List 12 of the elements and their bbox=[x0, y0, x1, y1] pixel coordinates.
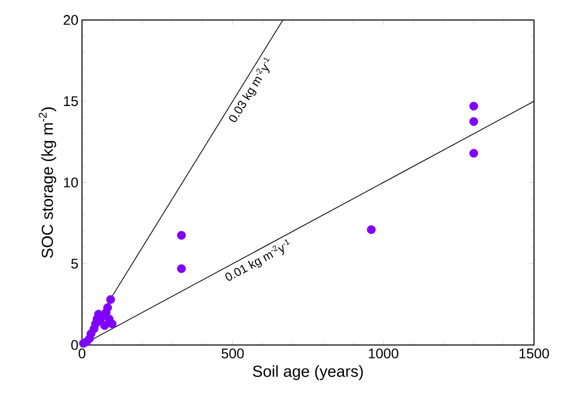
annotation: 0.01 kg m$^{-2}$y$^{-1}$ bbox=[225, 239, 290, 281]
y-axis-title: SOC storage (kg m$^{-2}$) bbox=[38, 107, 56, 258]
y-tick-label: 5 bbox=[71, 258, 78, 269]
y-tick-label: 0 bbox=[71, 340, 78, 350]
y-tick-label: 20 bbox=[64, 15, 78, 25]
x-tick-label: 1500 bbox=[520, 348, 549, 358]
y-tick-label: 10 bbox=[64, 178, 78, 188]
y-tick-label: 15 bbox=[64, 96, 78, 106]
x-tick-label: 500 bbox=[222, 348, 244, 358]
x-axis-title: Soil age (years) bbox=[252, 365, 363, 380]
x-tick-label: 1000 bbox=[368, 348, 398, 358]
x-tick-label: 0 bbox=[78, 348, 86, 358]
